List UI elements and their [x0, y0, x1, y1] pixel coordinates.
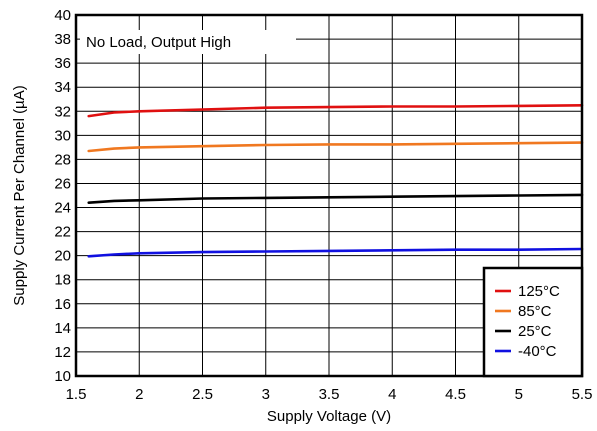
y-tick-label: 28: [54, 151, 71, 168]
legend-label: 25°C: [518, 323, 552, 340]
series-line: [87, 141, 584, 153]
y-axis-title: Supply Current Per Channel (µA): [11, 85, 28, 305]
plot-area-frame: [74, 13, 584, 378]
x-axis-title: Supply Voltage (V): [267, 408, 391, 425]
x-tick-label: 3: [262, 386, 270, 403]
legend-label: -40°C: [518, 343, 557, 360]
y-tick-label: 36: [54, 55, 71, 72]
legend-label: 125°C: [518, 283, 560, 300]
x-tick-label: 4.5: [445, 386, 466, 403]
legend-box: [482, 266, 584, 378]
x-tick-label: 2: [135, 386, 143, 403]
legend-label: 85°C: [518, 303, 552, 320]
x-tick-label: 4: [388, 386, 396, 403]
y-tick-label: 26: [54, 175, 71, 192]
y-tick-label: 38: [54, 31, 71, 48]
y-tick-label: 20: [54, 248, 71, 265]
y-tick-label: 18: [54, 272, 71, 289]
x-tick-labels: 1.5 2 2.5 3 3.5 4 4.5 5 5.5: [66, 386, 593, 403]
y-tick-label: 22: [54, 224, 71, 241]
y-tick-label: 14: [54, 320, 71, 337]
grid: [76, 15, 582, 376]
y-tick-labels: 10 12 14 16 18 20 22 24 26 28 30 32 34 36 38 40: [54, 7, 71, 385]
x-tick-label: 5: [515, 386, 523, 403]
annotation-text: No Load, Output High: [86, 34, 231, 51]
y-tick-label: 32: [54, 103, 71, 120]
x-tick-label: 2.5: [192, 386, 213, 403]
series-line: [87, 193, 584, 204]
legend: 125°C 85°C 25°C -40°C: [482, 266, 584, 378]
x-tick-label: 3.5: [319, 386, 340, 403]
series-lines: [87, 104, 584, 258]
x-tick-label: 5.5: [572, 386, 593, 403]
series-line: [87, 247, 584, 258]
y-tick-label: 12: [54, 344, 71, 361]
x-tick-label: 1.5: [66, 386, 87, 403]
y-tick-label: 10: [54, 368, 71, 385]
y-tick-label: 24: [54, 200, 71, 217]
y-tick-label: 16: [54, 296, 71, 313]
y-tick-label: 34: [54, 79, 71, 96]
y-tick-label: 30: [54, 127, 71, 144]
y-tick-label: 40: [54, 7, 71, 24]
series-line: [87, 104, 584, 118]
annotation-background: [80, 30, 296, 54]
